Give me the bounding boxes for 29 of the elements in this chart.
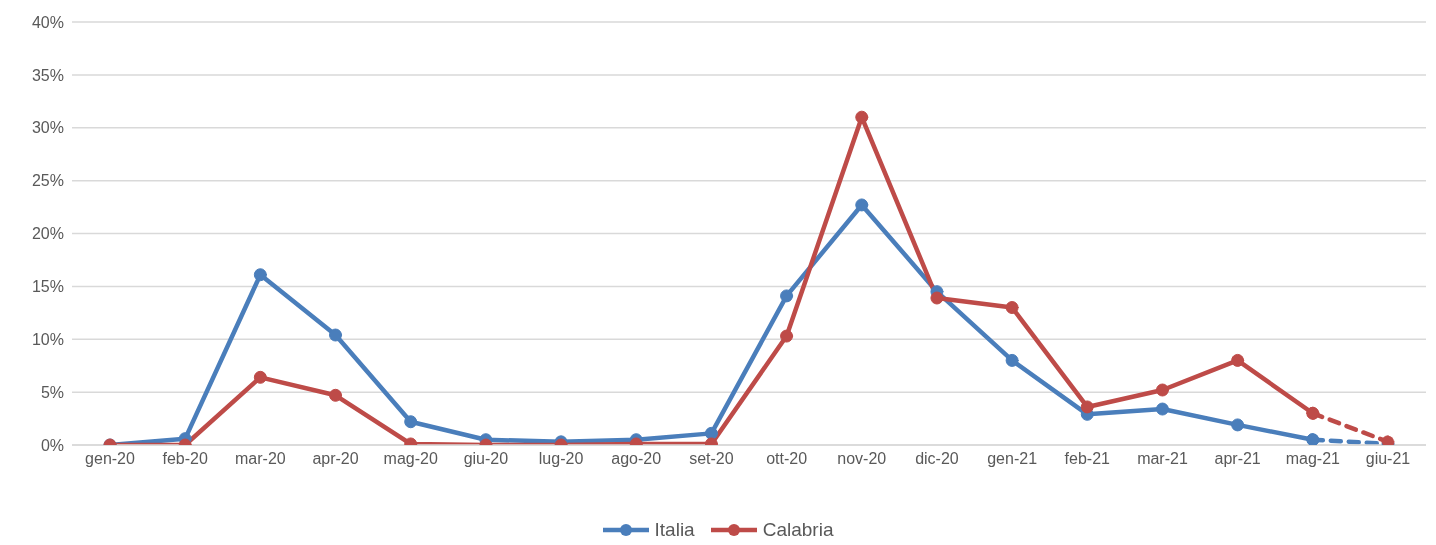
y-tick-label: 0% xyxy=(40,436,64,454)
y-tick-label: 20% xyxy=(31,225,64,243)
x-tick-label: gen-20 xyxy=(85,450,136,468)
y-tick-label: 15% xyxy=(31,278,64,296)
x-tick-label: mar-20 xyxy=(235,450,286,468)
x-tick-label: dic-20 xyxy=(915,450,959,468)
x-tick-label: apr-20 xyxy=(312,450,359,468)
x-tick-label: set-20 xyxy=(689,450,734,468)
x-tick-label: ott-20 xyxy=(766,450,808,468)
y-tick-label: 30% xyxy=(31,119,64,137)
y-tick-label: 35% xyxy=(31,66,64,84)
x-tick-label: ago-20 xyxy=(611,450,662,468)
x-tick-label: mag-20 xyxy=(383,450,438,468)
x-tick-label: gen-21 xyxy=(987,450,1038,468)
legend-label: Calabria xyxy=(762,519,834,541)
x-tick-label: nov-20 xyxy=(837,450,887,468)
y-tick-label: 25% xyxy=(31,172,64,190)
x-tick-label: feb-21 xyxy=(1064,450,1111,468)
x-tick-label: lug-20 xyxy=(538,450,584,468)
x-tick-label: giu-20 xyxy=(463,450,509,468)
y-tick-label: 40% xyxy=(31,13,64,31)
x-tick-label: mag-21 xyxy=(1285,450,1341,468)
legend-label: Italia xyxy=(654,519,695,541)
x-tick-label: apr-21 xyxy=(1214,450,1261,468)
x-tick-label: feb-20 xyxy=(162,450,208,468)
y-tick-label: 5% xyxy=(40,383,64,401)
y-tick-label: 10% xyxy=(31,330,64,348)
x-tick-label: mar-21 xyxy=(1137,450,1188,468)
x-tick-label: giu-21 xyxy=(1365,450,1411,468)
